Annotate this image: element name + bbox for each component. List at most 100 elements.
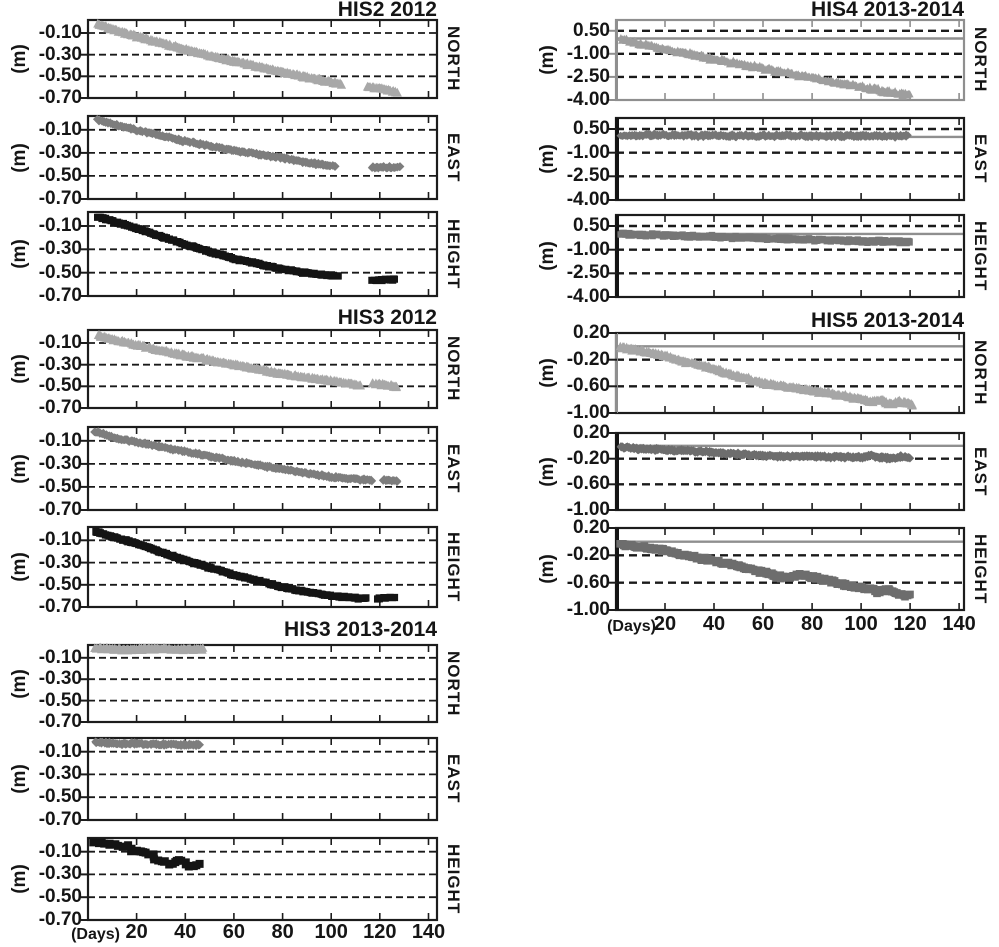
data-series-height — [616, 540, 914, 601]
y-tick-label: -0.30 — [38, 353, 82, 375]
data-series-north — [90, 642, 208, 655]
panel-his3-2013-2014-height — [81, 836, 439, 922]
y-tick-label: -0.70 — [38, 596, 82, 617]
y-axis-unit-label: (m) — [9, 44, 30, 74]
y-tick-label: -0.50 — [38, 886, 82, 908]
panel-his4-2013-2014-north — [609, 18, 966, 102]
y-tick-label: -0.10 — [38, 529, 82, 551]
y-axis-unit-label: (m) — [9, 764, 30, 794]
x-tick-label: 80 — [271, 921, 294, 943]
y-tick-label: -4.00 — [566, 286, 610, 307]
y-tick-label: -0.70 — [38, 397, 82, 418]
block-title: HIS5 2013-2014 — [811, 309, 964, 332]
y-tick-label: 0.20 — [573, 517, 610, 538]
y-tick-label: 0.20 — [573, 422, 610, 443]
data-series-north — [93, 330, 402, 392]
y-tick-label: -0.70 — [38, 188, 82, 209]
panel-his2-2012-height — [81, 210, 439, 298]
y-tick-label: -1.00 — [566, 42, 610, 64]
block-title: HIS3 2012 — [337, 306, 437, 329]
y-tick-label: -0.70 — [38, 87, 82, 108]
data-series-north — [617, 34, 914, 100]
panel-border — [86, 525, 439, 609]
y-tick-label: -0.50 — [38, 164, 82, 186]
y-tick-label: -0.10 — [38, 840, 82, 862]
y-axis-unit-label: (m) — [537, 358, 558, 388]
x-tick-label: 100 — [844, 613, 878, 635]
y-tick-label: -0.70 — [38, 809, 82, 830]
y-tick-label: -0.50 — [38, 375, 82, 397]
y-tick-label: -2.50 — [566, 65, 610, 87]
panel-border — [86, 736, 439, 822]
side-label-east: EAST — [971, 446, 990, 497]
panel-his5-2013-2014-east — [609, 431, 966, 512]
y-tick-label: -0.10 — [38, 429, 82, 451]
y-axis-unit-label: (m) — [9, 668, 30, 699]
y-tick-label: -0.50 — [38, 65, 82, 87]
y-tick-label: -0.30 — [38, 863, 82, 885]
y-tick-label: -1.00 — [566, 499, 610, 520]
side-label-height: HEIGHT — [444, 843, 463, 915]
side-label-height: HEIGHT — [444, 531, 463, 603]
side-label-east: EAST — [971, 134, 990, 184]
y-tick-label: -0.10 — [38, 646, 82, 668]
y-tick-label: -0.30 — [38, 43, 82, 65]
y-tick-label: -0.70 — [38, 499, 82, 520]
data-series-north — [615, 341, 917, 410]
y-tick-label: -0.60 — [566, 473, 610, 495]
side-label-north: NORTH — [971, 340, 990, 406]
y-tick-label: -0.10 — [38, 332, 82, 353]
y-tick-label: -0.20 — [566, 544, 610, 566]
y-axis-unit-label: (m) — [9, 142, 30, 173]
y-axis-unit-label: (m) — [537, 456, 558, 487]
side-label-north: NORTH — [444, 26, 463, 92]
x-tick-label: 60 — [222, 921, 246, 943]
panel-his2-2012-east — [81, 114, 439, 201]
y-axis-unit-label: (m) — [537, 144, 558, 174]
data-series-east — [616, 442, 915, 464]
side-label-height: HEIGHT — [971, 533, 990, 605]
y-tick-label: -0.30 — [38, 551, 82, 573]
panel-border — [86, 643, 439, 724]
y-tick-label: -0.10 — [38, 118, 82, 140]
x-axis-days-label: (Days) — [71, 926, 120, 943]
y-axis-unit-label: (m) — [9, 864, 30, 894]
y-tick-label: -0.10 — [38, 740, 82, 762]
y-tick-label: -0.20 — [566, 348, 610, 370]
y-tick-label: 0.50 — [573, 215, 610, 236]
panel-border — [86, 425, 439, 512]
y-tick-label: -0.70 — [38, 285, 82, 306]
y-tick-label: -1.00 — [566, 141, 610, 163]
y-tick-label: -0.50 — [38, 261, 82, 283]
y-tick-label: -0.70 — [38, 909, 82, 930]
x-tick-label: 80 — [800, 613, 824, 635]
y-axis-unit-label: (m) — [537, 45, 558, 75]
y-tick-label: 0.50 — [573, 19, 610, 41]
panel-his4-2013-2014-height — [609, 213, 966, 299]
y-axis-unit-label: (m) — [537, 241, 558, 271]
y-axis-unit-label: (m) — [537, 554, 558, 584]
panel-border — [86, 114, 439, 201]
side-label-north: NORTH — [444, 336, 463, 402]
x-tick-label: 140 — [411, 921, 446, 943]
y-tick-label: -0.30 — [38, 452, 82, 474]
x-tick-label: 120 — [893, 613, 927, 635]
data-series-height — [94, 213, 398, 285]
panel-his5-2013-2014-north — [609, 331, 966, 415]
data-series-east — [92, 114, 405, 173]
y-tick-label: -0.20 — [566, 447, 610, 469]
y-tick-label: -0.30 — [38, 763, 82, 785]
panel-his5-2013-2014-height — [609, 526, 966, 612]
data-series-east — [91, 737, 204, 751]
panel-his2-2012-north — [81, 18, 439, 100]
y-tick-label: -0.50 — [38, 475, 82, 497]
y-tick-label: -0.60 — [566, 375, 610, 397]
y-tick-label: 0.20 — [573, 322, 610, 343]
block-title: HIS4 2013-2014 — [811, 0, 964, 21]
panel-border — [614, 18, 966, 102]
x-tick-label: 60 — [751, 613, 775, 635]
panel-his3-2012-east — [81, 425, 439, 512]
x-tick-label: 20 — [653, 613, 677, 635]
